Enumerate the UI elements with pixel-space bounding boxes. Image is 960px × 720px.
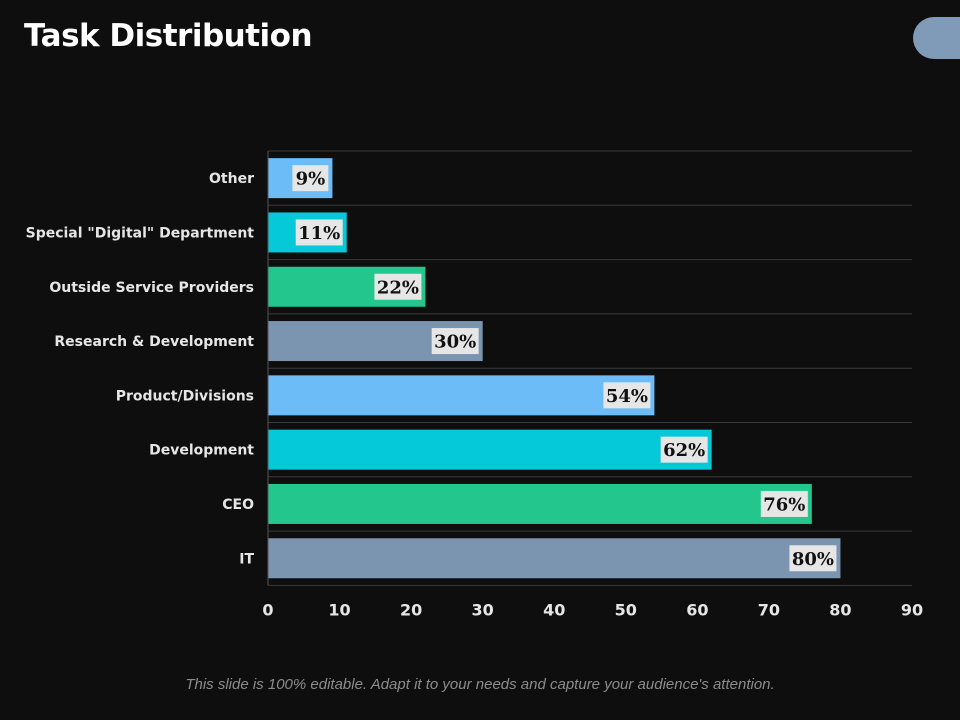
data-label: 62% xyxy=(663,440,705,461)
category-label: IT xyxy=(239,551,254,567)
corner-tab-decoration xyxy=(913,17,960,59)
data-label: 54% xyxy=(606,386,648,407)
data-label-box xyxy=(431,328,479,355)
bar xyxy=(268,429,712,470)
bar xyxy=(268,538,841,579)
category-label: Outside Service Providers xyxy=(49,280,254,296)
bar xyxy=(268,483,812,524)
x-tick-label: 60 xyxy=(686,600,708,619)
x-tick-label: 40 xyxy=(543,600,565,619)
footer-note: This slide is 100% editable. Adapt it to… xyxy=(185,676,775,693)
data-label-box xyxy=(295,219,343,246)
x-tick-label: 20 xyxy=(400,600,422,619)
data-label-box xyxy=(374,273,422,300)
category-label: Product/Divisions xyxy=(116,388,254,404)
category-label: Development xyxy=(149,443,254,459)
data-label: 9% xyxy=(296,169,326,190)
data-label: 11% xyxy=(298,223,340,244)
x-tick-label: 80 xyxy=(829,600,851,619)
category-label: CEO xyxy=(222,497,254,513)
x-tick-label: 70 xyxy=(758,600,780,619)
category-label: Special "Digital" Department xyxy=(26,225,255,241)
data-label-box xyxy=(660,436,708,463)
x-tick-label: 0 xyxy=(262,600,273,619)
bar xyxy=(268,375,655,416)
data-label-box xyxy=(292,165,329,192)
x-tick-label: 50 xyxy=(615,600,637,619)
data-label: 76% xyxy=(763,494,805,515)
x-tick-label: 10 xyxy=(328,600,350,619)
data-label: 80% xyxy=(792,549,834,570)
data-label: 22% xyxy=(377,277,419,298)
slide-title: Task Distribution xyxy=(24,18,313,54)
category-label: Other xyxy=(209,171,254,187)
x-tick-label: 30 xyxy=(472,600,494,619)
data-label-box xyxy=(789,545,837,572)
data-label: 30% xyxy=(434,332,476,353)
category-label: Research & Development xyxy=(54,334,254,350)
x-tick-label: 90 xyxy=(901,600,923,619)
data-label-box xyxy=(603,382,651,409)
data-label-box xyxy=(760,490,808,517)
